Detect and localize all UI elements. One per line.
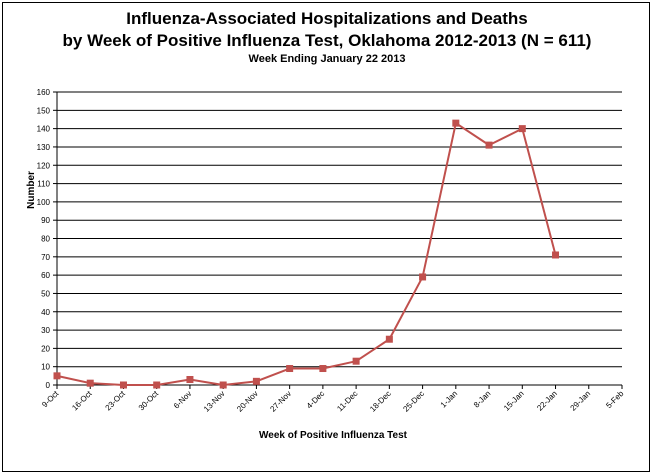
y-tick-label: 70 [41, 253, 50, 262]
data-point-marker [186, 376, 194, 384]
series-line-path [56, 122, 557, 386]
y-tick-label: 100 [37, 198, 51, 207]
data-point-marker [552, 251, 560, 259]
data-point-marker [286, 365, 294, 373]
y-tick-label: 150 [37, 106, 51, 115]
x-tick-label: 23-Oct [104, 389, 128, 413]
x-tick-label: 11-Dec [335, 389, 359, 413]
data-point-marker [352, 357, 360, 365]
y-tick-label: 80 [41, 235, 50, 244]
y-tick-label: 130 [37, 143, 51, 152]
data-point-marker [485, 141, 493, 149]
y-tick-label: 90 [41, 216, 50, 225]
y-axis-label: Number [26, 171, 37, 209]
y-tick-label: 50 [41, 289, 50, 298]
x-tick-label: 4-Dec [305, 389, 326, 410]
x-tick-label: 20-Nov [235, 389, 260, 414]
y-tick-label: 120 [37, 161, 51, 170]
y-tick-label: 10 [41, 363, 50, 372]
x-axis-label: Week of Positive Influenza Test [259, 430, 408, 441]
chart-title-line2: by Week of Positive Influenza Test, Okla… [62, 31, 592, 50]
data-point-marker [153, 381, 161, 389]
data-point-marker [518, 125, 526, 133]
y-tick-label: 0 [46, 381, 51, 390]
x-tick-label: 1-Jan [439, 389, 460, 410]
data-point-marker [419, 273, 427, 281]
x-tick-label: 8-Jan [472, 389, 493, 410]
data-point-marker [385, 335, 393, 343]
x-tick-label: 30-Oct [137, 389, 161, 413]
y-tick-label: 40 [41, 308, 50, 317]
y-tick-label: 140 [37, 125, 51, 134]
x-tick-label: 29-Jan [569, 389, 593, 413]
x-tick-label: 6-Nov [172, 389, 193, 410]
x-tick-label: 25-Dec [401, 389, 426, 414]
x-tick-label: 22-Jan [535, 389, 559, 413]
y-tick-label: 110 [37, 180, 50, 189]
x-tick-label: 27-Nov [268, 389, 293, 414]
data-point-marker [452, 119, 460, 127]
y-axis-ticks: 0 10 20 30 40 50 60 70 80 90 100 110 120 130 140 150 160 [37, 88, 57, 390]
x-tick-label: 16-Oct [70, 389, 94, 413]
x-tick-label: 18-Dec [368, 389, 393, 414]
x-axis-ticks: 9-Oct 16-Oct 23-Oct 30-Oct 6-Nov 13-Nov 20-Nov… [40, 385, 626, 414]
chart-subtitle: Week Ending January 22 2013 [248, 53, 406, 65]
y-tick-label: 160 [37, 88, 51, 97]
data-point-marker [119, 381, 127, 389]
series-line [53, 119, 560, 389]
chart-title: Influenza-Associated Hospitalizations an… [126, 9, 528, 28]
data-point-marker [53, 372, 61, 380]
gridlines [57, 91, 622, 368]
x-tick-label: 13-Nov [202, 389, 227, 414]
chart-frame [2, 2, 650, 472]
y-tick-label: 20 [41, 344, 50, 353]
data-point-marker [319, 365, 327, 373]
data-point-marker [252, 377, 260, 385]
x-tick-label: 5-Feb [604, 389, 626, 411]
x-tick-label: 9-Oct [40, 389, 61, 410]
data-point-marker [219, 381, 227, 389]
y-tick-label: 60 [41, 271, 50, 280]
y-tick-label: 30 [41, 326, 50, 335]
x-tick-label: 15-Jan [502, 389, 526, 413]
data-point-marker [86, 379, 94, 387]
